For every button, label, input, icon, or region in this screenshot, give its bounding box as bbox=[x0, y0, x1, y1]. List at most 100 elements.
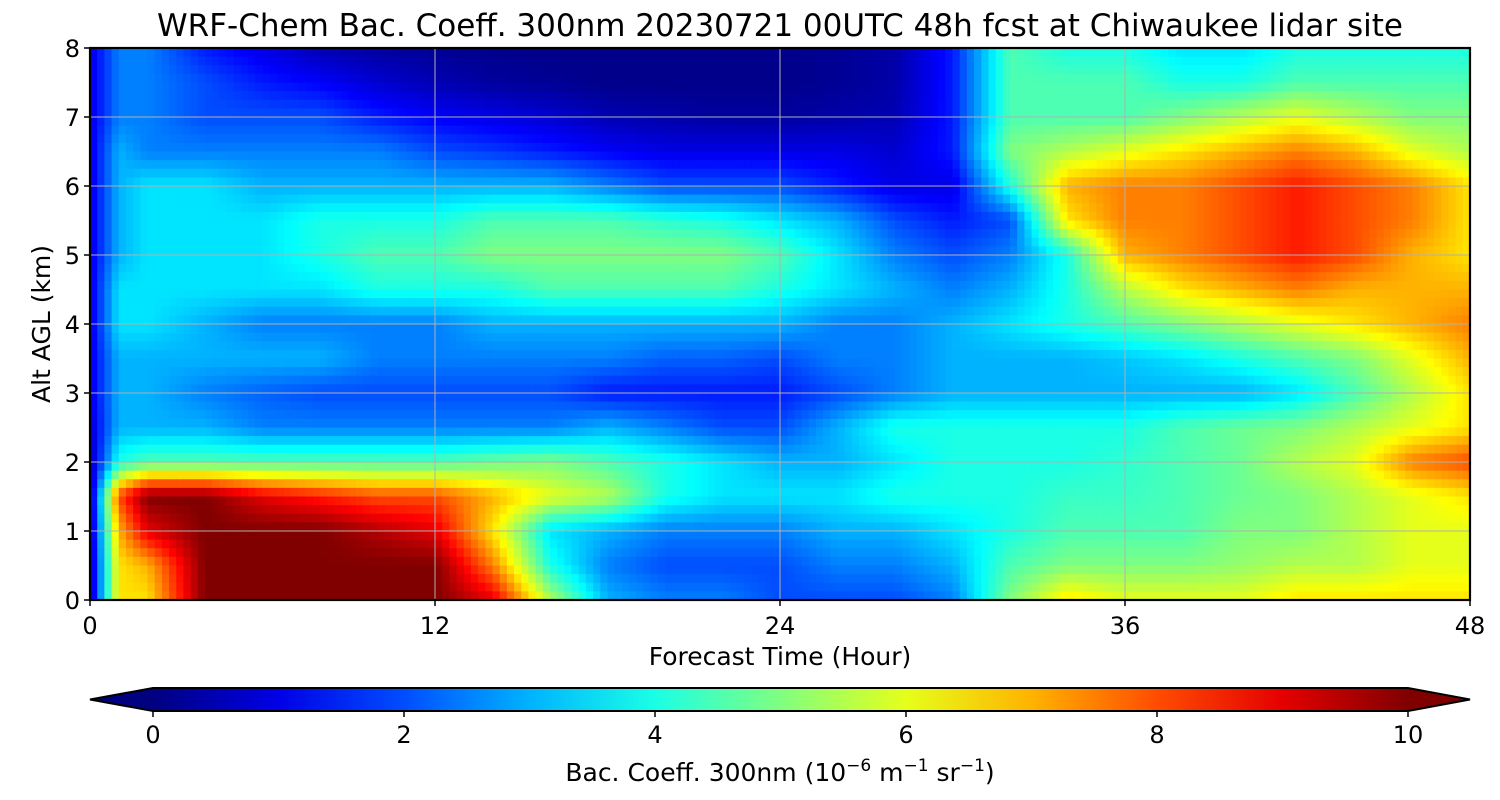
heatmap-cell bbox=[442, 237, 450, 247]
heatmap-cell bbox=[1434, 177, 1442, 187]
heatmap-cell bbox=[154, 203, 163, 213]
heatmap-cell bbox=[312, 151, 321, 161]
heatmap-cell bbox=[808, 220, 817, 230]
heatmap-cell bbox=[621, 203, 630, 213]
heatmap-cell bbox=[1024, 246, 1033, 256]
heatmap-cell bbox=[564, 151, 573, 161]
heatmap-cell bbox=[542, 117, 551, 127]
heatmap-cell bbox=[1434, 255, 1442, 265]
heatmap-cell bbox=[1290, 229, 1299, 239]
heatmap-cell bbox=[1290, 246, 1299, 256]
heatmap-cell bbox=[485, 56, 494, 66]
heatmap-cell bbox=[90, 263, 98, 273]
heatmap-cell bbox=[320, 220, 328, 230]
heatmap-cell bbox=[729, 91, 738, 101]
heatmap-cell bbox=[1261, 108, 1270, 118]
heatmap-cell bbox=[348, 177, 357, 187]
heatmap-cell bbox=[765, 117, 774, 127]
heatmap-cell bbox=[1218, 263, 1227, 273]
heatmap-cell bbox=[679, 65, 688, 75]
heatmap-cell bbox=[248, 194, 256, 204]
heatmap-cell bbox=[981, 229, 990, 239]
heatmap-cell bbox=[435, 220, 443, 230]
heatmap-cell bbox=[758, 125, 767, 135]
heatmap-cell bbox=[111, 220, 120, 230]
heatmap-cell bbox=[1175, 108, 1184, 118]
heatmap-cell bbox=[787, 229, 795, 239]
heatmap-cell bbox=[1089, 168, 1097, 178]
heatmap-cell bbox=[1081, 186, 1090, 196]
heatmap-cell bbox=[902, 186, 910, 196]
heatmap-cell bbox=[269, 99, 278, 109]
heatmap-cell bbox=[499, 65, 508, 75]
heatmap-cell bbox=[133, 134, 141, 144]
heatmap-cell bbox=[1103, 263, 1112, 273]
heatmap-cell bbox=[1175, 117, 1184, 127]
heatmap-cell bbox=[1074, 48, 1083, 58]
heatmap-cell bbox=[557, 125, 565, 135]
heatmap-cell bbox=[312, 56, 321, 66]
heatmap-cell bbox=[240, 255, 249, 265]
heatmap-cell bbox=[844, 263, 853, 273]
heatmap-cell bbox=[514, 246, 522, 256]
heatmap-cell bbox=[557, 203, 565, 213]
heatmap-cell bbox=[758, 142, 767, 153]
heatmap-cell bbox=[485, 73, 494, 84]
heatmap-cell bbox=[600, 65, 609, 75]
heatmap-cell bbox=[449, 151, 458, 161]
heatmap-cell bbox=[133, 151, 141, 161]
heatmap-cell bbox=[765, 194, 774, 204]
heatmap-cell bbox=[585, 203, 594, 213]
heatmap-cell bbox=[197, 91, 206, 101]
heatmap-cell bbox=[427, 177, 436, 187]
heatmap-cell bbox=[1268, 160, 1277, 170]
heatmap-cell bbox=[125, 211, 134, 222]
heatmap-cell bbox=[1038, 229, 1047, 239]
heatmap-cell bbox=[377, 73, 386, 84]
heatmap-cell bbox=[722, 73, 731, 84]
heatmap-cell bbox=[276, 194, 285, 204]
heatmap-cell bbox=[1175, 186, 1184, 196]
heatmap-cell bbox=[643, 108, 652, 118]
heatmap-cell bbox=[887, 73, 896, 84]
heatmap-cell bbox=[1376, 48, 1385, 58]
heatmap-cell bbox=[377, 117, 386, 127]
heatmap-cell bbox=[413, 168, 422, 178]
heatmap-cell bbox=[118, 168, 127, 178]
heatmap-cell bbox=[506, 82, 515, 92]
heatmap-cell bbox=[140, 229, 149, 239]
heatmap-cell bbox=[981, 255, 990, 265]
heatmap-cell bbox=[1326, 73, 1335, 84]
heatmap-cell bbox=[1017, 237, 1025, 247]
heatmap-cell bbox=[1275, 237, 1284, 247]
heatmap-cell bbox=[212, 168, 220, 178]
heatmap-cell bbox=[320, 134, 328, 144]
heatmap-cell bbox=[1261, 255, 1270, 265]
heatmap-cell bbox=[298, 151, 307, 161]
heatmap-cell bbox=[197, 125, 206, 135]
heatmap-cell bbox=[176, 56, 185, 66]
heatmap-cell bbox=[988, 91, 997, 101]
heatmap-cell bbox=[607, 73, 616, 84]
heatmap-cell bbox=[621, 82, 630, 92]
heatmap-cell bbox=[1132, 237, 1140, 247]
heatmap-cell bbox=[176, 177, 185, 187]
heatmap-cell bbox=[1340, 211, 1349, 222]
heatmap-cell bbox=[1297, 99, 1306, 109]
heatmap-cell bbox=[90, 177, 98, 187]
heatmap-cell bbox=[808, 65, 817, 75]
heatmap-cell bbox=[895, 48, 903, 58]
heatmap-cell bbox=[1225, 99, 1234, 109]
heatmap-cell bbox=[686, 255, 695, 265]
heatmap-cell bbox=[1275, 255, 1284, 265]
heatmap-cell bbox=[183, 117, 192, 127]
heatmap-cell bbox=[1089, 73, 1097, 84]
heatmap-cell bbox=[916, 255, 925, 265]
heatmap-cell bbox=[248, 82, 256, 92]
heatmap-cell bbox=[736, 168, 745, 178]
heatmap-cell bbox=[104, 272, 113, 282]
heatmap-cell bbox=[636, 186, 645, 196]
heatmap-cell bbox=[1103, 229, 1112, 239]
heatmap-cell bbox=[780, 108, 788, 118]
heatmap-cell bbox=[1383, 186, 1392, 196]
